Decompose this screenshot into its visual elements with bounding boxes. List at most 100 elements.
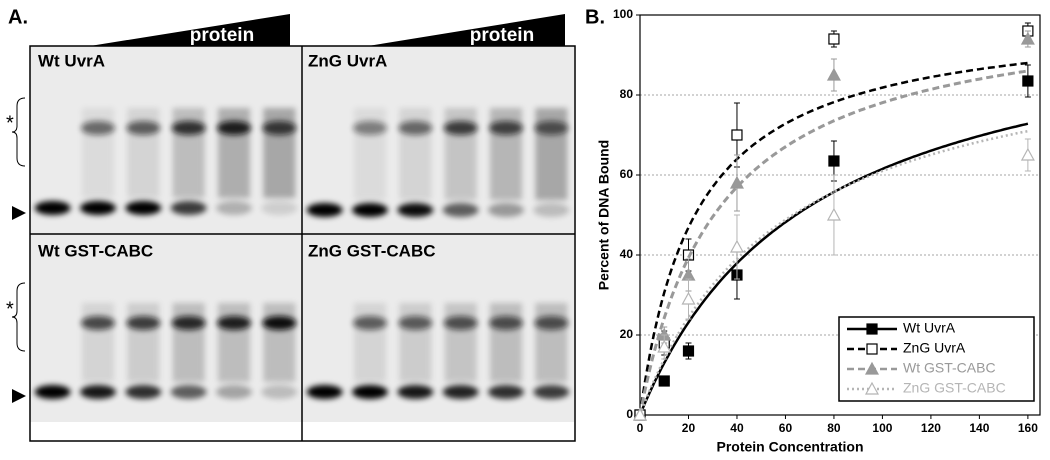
legend-label: ZnG GST-CABC [903, 380, 1006, 396]
marker [826, 67, 841, 81]
fit-curve [638, 129, 1029, 416]
marker [681, 291, 696, 305]
x-tick-label: 20 [682, 421, 696, 435]
gel-smear [490, 303, 522, 382]
gel-band [261, 385, 298, 399]
free-dna-arrow [12, 206, 26, 220]
legend-marker [864, 361, 880, 375]
gel-background [302, 234, 574, 422]
gel-band [34, 385, 71, 399]
gel-band [217, 316, 251, 330]
marker [1022, 75, 1034, 87]
gel-band [171, 121, 206, 135]
plot-frame [639, 14, 1041, 416]
gel-band [488, 203, 524, 217]
marker [826, 207, 841, 221]
x-tick-label: 140 [969, 421, 989, 435]
gel-band [126, 316, 161, 330]
gel-band [489, 316, 523, 330]
gel-band [170, 201, 207, 215]
bracket [11, 282, 26, 352]
legend-label: Wt UvrA [903, 320, 956, 336]
marker [729, 239, 744, 253]
gel-band [170, 385, 207, 399]
gel-band [353, 316, 387, 330]
complex-mark: * [6, 298, 14, 320]
gel-smear [263, 303, 296, 382]
gel-smear [535, 303, 568, 382]
gel-band [217, 121, 251, 135]
gel-label: ZnG UvrA [308, 51, 387, 70]
protein-wedge [90, 14, 290, 46]
complex-mark: * [6, 112, 14, 134]
marker [681, 267, 696, 281]
gel-smear [127, 303, 160, 382]
gel-band [397, 385, 434, 399]
marker [682, 345, 695, 357]
gel-band [81, 121, 115, 135]
marker [1020, 147, 1035, 161]
x-tick-label: 60 [779, 421, 793, 435]
gel-background [30, 234, 302, 422]
x-tick-label: 0 [637, 421, 644, 435]
y-tick-label: 40 [620, 247, 634, 261]
legend-marker [866, 323, 878, 335]
y-tick-label: 20 [620, 327, 634, 341]
gel-band [442, 203, 479, 217]
gel-band [262, 121, 297, 135]
gel-band [81, 316, 115, 330]
gel-band [443, 316, 478, 330]
y-tick-label: 80 [620, 87, 634, 101]
gel-label: ZnG GST-CABC [308, 241, 436, 260]
gel-band [443, 121, 478, 135]
gel-smear [218, 303, 250, 382]
chart: 0 20 40 60 80 100 0 20 40 60 80 100 120 140 160 Wt UvrA… [613, 7, 1041, 435]
gel-band [262, 316, 297, 330]
gel-band [126, 121, 161, 135]
gel-smear [399, 303, 432, 382]
y-tick-label: 60 [620, 167, 634, 181]
gel-band [534, 121, 569, 135]
gel-band [306, 203, 343, 217]
gel-band [80, 385, 116, 399]
panel-label: B. [585, 6, 605, 28]
legend-marker [864, 381, 880, 395]
gel-band [533, 385, 570, 399]
marker [828, 155, 840, 167]
gel-band [398, 121, 433, 135]
gel-band [352, 203, 388, 217]
fit-curve [638, 69, 1029, 416]
marker [731, 129, 743, 141]
protein-wedge [368, 14, 565, 46]
free-dna-arrow [12, 389, 26, 403]
x-tick-label: 40 [730, 421, 744, 435]
gel-band [34, 201, 71, 215]
marker [1020, 31, 1035, 45]
gel-label: Wt UvrA [38, 51, 105, 70]
legend-marker [866, 343, 878, 355]
gel-smear [354, 303, 386, 382]
bracket [11, 97, 26, 167]
x-tick-label: 120 [921, 421, 941, 435]
x-axis-label: Protein Concentration [716, 439, 863, 455]
gel-band [488, 385, 524, 399]
gel-band [533, 203, 570, 217]
wedge-label: protein [190, 25, 254, 46]
gel-smear [444, 303, 477, 382]
gel-band [171, 316, 206, 330]
marker [729, 175, 744, 189]
gel-band [216, 385, 252, 399]
gel-band [398, 316, 433, 330]
marker [657, 339, 672, 353]
y-tick-label: 0 [626, 407, 633, 421]
gel-band [442, 385, 479, 399]
x-tick-label: 160 [1018, 421, 1038, 435]
gel-band [534, 316, 569, 330]
gel-background [30, 46, 302, 234]
gel-band [353, 121, 387, 135]
wedge-label: protein [470, 25, 534, 46]
legend-label: ZnG UvrA [903, 340, 966, 356]
gel-background [302, 46, 574, 234]
gel-band [352, 385, 388, 399]
